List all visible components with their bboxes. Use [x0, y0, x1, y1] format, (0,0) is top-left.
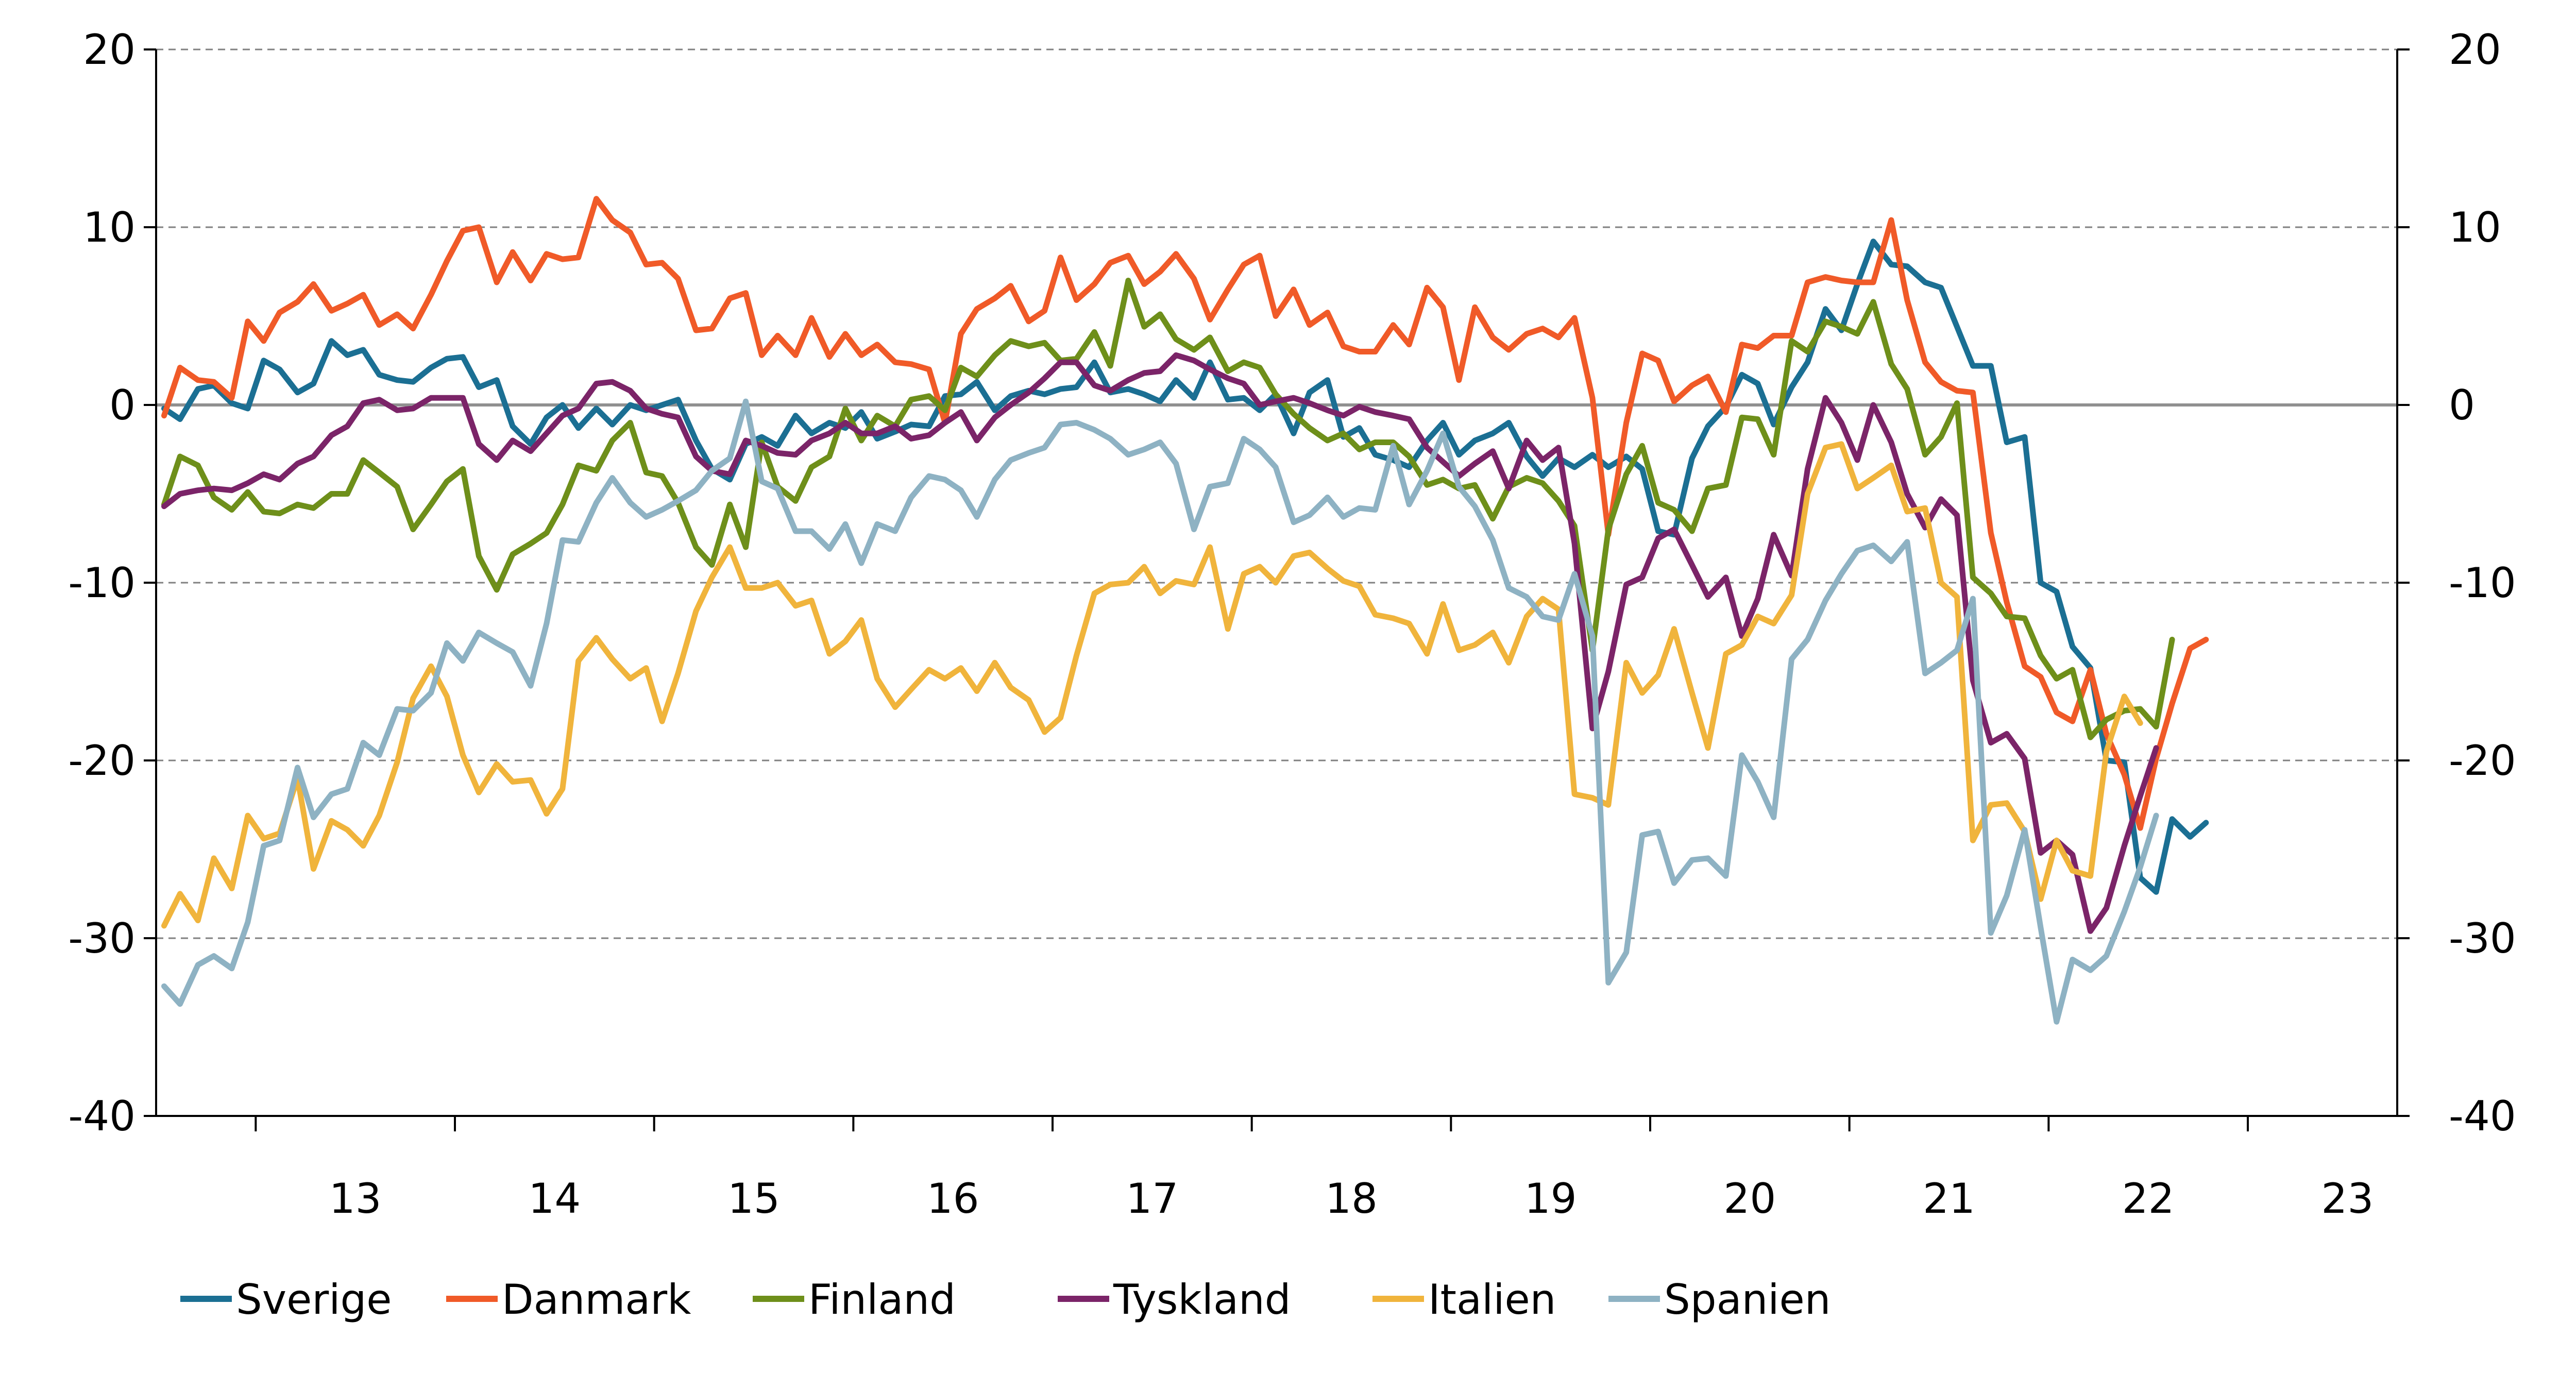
legend-label: Danmark — [502, 1276, 691, 1324]
x-tick-label: 16 — [927, 1175, 979, 1223]
y-tick-label: 0 — [109, 381, 135, 429]
series-line-spanien — [161, 398, 2159, 1025]
y-tick-label: 20 — [83, 26, 135, 74]
gridlines — [156, 48, 2397, 939]
x-tick-label: 23 — [2321, 1175, 2374, 1223]
y2-tick-label: -10 — [2449, 559, 2516, 607]
legend: Sverige Danmark Finland Tyskland Italien Span… — [180, 1276, 1831, 1324]
x-tick-label: 21 — [1923, 1175, 1975, 1223]
y2-tick-label: -30 — [2449, 914, 2516, 962]
y-tick-label: 10 — [83, 204, 135, 251]
y2-tick-label: 10 — [2449, 204, 2501, 251]
legend-label: Spanien — [1664, 1276, 1831, 1324]
x-tick-label: 17 — [1126, 1175, 1178, 1223]
x-tick-label: 19 — [1524, 1175, 1577, 1223]
y2-tick-label: -20 — [2449, 737, 2516, 785]
legend-item: Spanien — [1608, 1276, 1831, 1324]
y2-tick-label: -40 — [2449, 1092, 2516, 1140]
legend-label: Sverige — [236, 1276, 392, 1324]
x-tick-label: 14 — [528, 1175, 581, 1223]
x-tick-label: 13 — [329, 1175, 382, 1223]
legend-label: Tyskland — [1113, 1276, 1291, 1324]
x-tick-label: 15 — [727, 1175, 780, 1223]
axes — [144, 48, 2410, 1131]
series-lines — [161, 196, 2209, 1025]
x-tick-label: 18 — [1325, 1175, 1378, 1223]
y2-tick-label: 20 — [2449, 26, 2501, 74]
y-tick-label: -20 — [68, 737, 135, 785]
legend-item: Sverige — [180, 1276, 392, 1324]
series-line-sverige — [161, 239, 2209, 895]
series-line-italien — [161, 441, 2143, 929]
legend-item: Italien — [1372, 1276, 1556, 1324]
series-line-tyskland — [161, 352, 2159, 934]
series-line-danmark — [161, 196, 2209, 831]
y-tick-label: -30 — [68, 914, 135, 962]
tick-labels: 20 10 0 -10 -20 -30 -40 20 10 0 -10 -20 -30 -40 13 14 15… — [68, 26, 2516, 1223]
series-line-finland — [161, 278, 2175, 740]
legend-item: Tyskland — [1058, 1276, 1291, 1324]
legend-item: Finland — [753, 1276, 956, 1324]
y-tick-label: -40 — [68, 1092, 135, 1140]
x-tick-label: 20 — [1723, 1175, 1776, 1223]
legend-label: Italien — [1428, 1276, 1556, 1324]
x-tick-label: 22 — [2122, 1175, 2175, 1223]
legend-label: Finland — [808, 1276, 956, 1324]
y-tick-label: -10 — [68, 559, 135, 607]
y2-tick-label: 0 — [2449, 381, 2475, 429]
legend-item: Danmark — [446, 1276, 691, 1324]
